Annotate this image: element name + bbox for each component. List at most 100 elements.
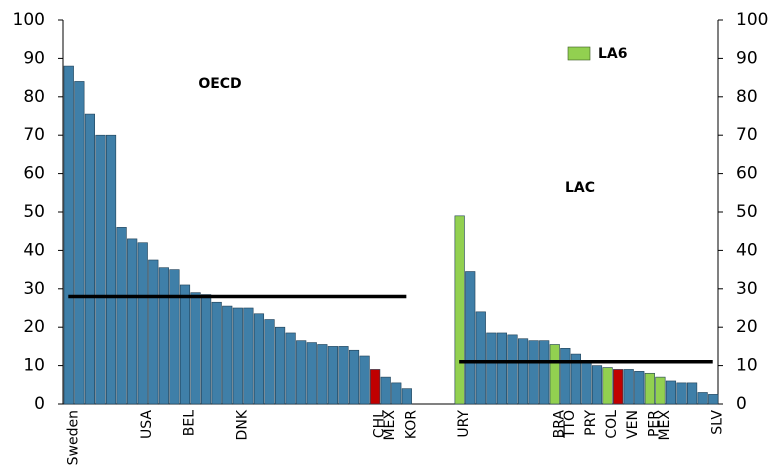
x-tick-label: SLV — [710, 410, 726, 435]
bar — [348, 349, 360, 405]
bar — [528, 340, 539, 405]
bar — [274, 326, 286, 405]
bar — [222, 305, 233, 405]
bar — [84, 113, 95, 405]
bar — [465, 271, 476, 405]
bar — [169, 269, 180, 405]
bar — [634, 371, 645, 405]
y-tick-label: 100 — [13, 10, 45, 30]
bar — [317, 344, 328, 405]
x-tick-label: MEX — [382, 410, 398, 441]
legend-swatch — [567, 46, 591, 61]
y-tick-label: 30 — [23, 279, 45, 299]
bar — [148, 259, 159, 405]
bar — [243, 307, 254, 405]
x-tick-label: Sweden — [65, 410, 81, 465]
bar — [697, 392, 708, 405]
bar — [327, 346, 338, 405]
x-tick-label: COL — [604, 410, 620, 439]
bar — [655, 376, 666, 405]
bar — [581, 361, 592, 405]
bar — [496, 332, 508, 405]
x-tick-label: DNK — [234, 409, 250, 440]
x-tick-label: PER — [646, 410, 662, 437]
bar — [380, 376, 391, 405]
x-tick-label: PRY — [583, 410, 599, 436]
bar — [370, 369, 381, 405]
group-label: LAC — [565, 180, 595, 196]
y2-tick-label: 60 — [736, 164, 758, 184]
bar — [285, 332, 296, 405]
y-tick-label: 10 — [23, 356, 45, 376]
bar — [644, 372, 655, 405]
y2-tick-label: 100 — [736, 10, 768, 30]
bar — [264, 319, 275, 405]
bar — [475, 311, 486, 405]
y2-tick-label: 20 — [736, 317, 758, 337]
x-tick-label: TTO — [562, 410, 578, 439]
y-tick-label: 60 — [23, 164, 45, 184]
bar — [232, 307, 243, 405]
x-tick-label: MEX — [657, 410, 673, 441]
y-tick-label: 80 — [23, 87, 45, 107]
x-tick-label: USA — [139, 410, 155, 439]
x-tick-label: URY — [456, 410, 472, 438]
bar — [74, 81, 85, 405]
bar — [338, 346, 349, 405]
x-tick-label: VEN — [625, 410, 641, 439]
bar — [190, 292, 201, 405]
x-tick-label: BRA — [551, 410, 567, 439]
bar — [539, 340, 550, 405]
y2-tick-label: 90 — [736, 48, 758, 68]
bar — [676, 382, 687, 405]
y-tick-label: 0 — [34, 394, 45, 414]
bar — [201, 294, 212, 405]
y2-tick-label: 50 — [736, 202, 758, 222]
bar — [211, 301, 222, 405]
bar — [401, 388, 412, 405]
y-tick-label: 90 — [23, 48, 45, 68]
x-tick-label: CHL — [372, 410, 388, 438]
x-tick-label: BEL — [181, 410, 197, 436]
y-tick-label: 40 — [23, 240, 45, 260]
y2-tick-label: 70 — [736, 125, 758, 145]
bar — [602, 367, 613, 405]
y2-tick-label: 40 — [736, 240, 758, 260]
bar — [623, 369, 634, 405]
y-tick-label: 50 — [23, 202, 45, 222]
bar — [486, 332, 497, 405]
x-tick-label: KOR — [403, 410, 419, 439]
bar — [105, 134, 117, 405]
bar — [687, 382, 698, 405]
bar — [570, 353, 581, 405]
bar — [296, 340, 307, 405]
bar — [517, 338, 529, 405]
bar — [454, 215, 465, 405]
y2-tick-label: 0 — [736, 394, 747, 414]
bar — [591, 365, 603, 405]
bar — [507, 334, 518, 405]
bar — [158, 267, 169, 405]
bar — [359, 355, 370, 405]
bar — [63, 65, 74, 405]
group-label: OECD — [198, 76, 241, 92]
bar — [549, 344, 560, 405]
legend-label: LA6 — [598, 46, 628, 62]
y-tick-label: 20 — [23, 317, 45, 337]
bar — [253, 313, 265, 405]
bar — [127, 238, 138, 405]
bar — [179, 284, 191, 405]
bar — [613, 369, 624, 405]
y-tick-label: 70 — [23, 125, 45, 145]
bar — [137, 242, 148, 405]
bar — [95, 134, 106, 405]
bar — [116, 227, 127, 405]
bar — [306, 342, 317, 405]
bar — [665, 380, 677, 405]
y2-tick-label: 10 — [736, 356, 758, 376]
bar — [560, 348, 571, 405]
bar — [708, 394, 719, 405]
y2-tick-label: 30 — [736, 279, 758, 299]
bar — [391, 382, 402, 405]
